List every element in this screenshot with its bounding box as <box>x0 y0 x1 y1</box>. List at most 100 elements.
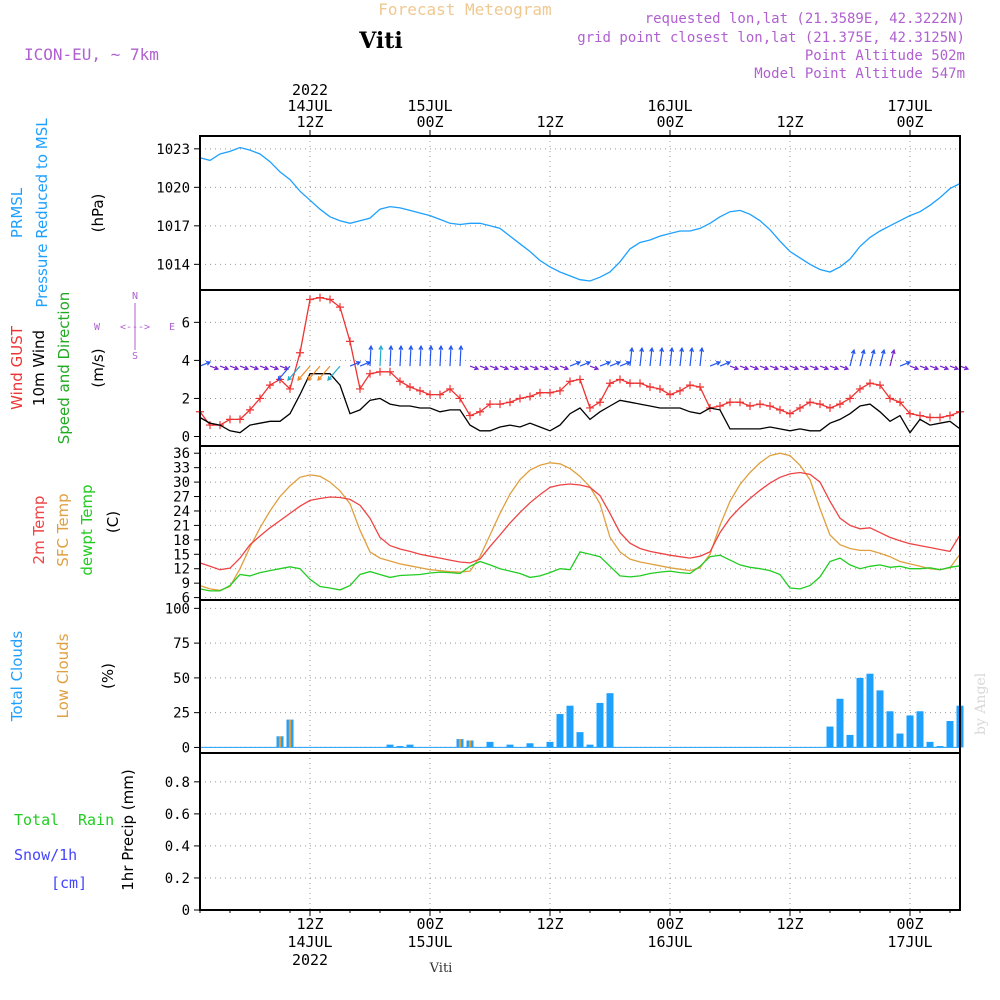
gust-marker <box>556 386 564 395</box>
wind-direction-arrow <box>839 365 850 371</box>
total-clouds-bar <box>396 746 404 748</box>
gust-marker <box>306 295 314 304</box>
data-layer <box>196 146 970 911</box>
requested-coords: requested lon,lat (21.3589E, 42.3222N) <box>645 11 965 27</box>
gust-marker <box>446 384 454 393</box>
pressure-unit: (hPa) <box>89 194 107 233</box>
wind-direction-arrow <box>199 361 212 367</box>
gust-marker <box>566 377 574 386</box>
wind-direction-arrow <box>448 344 454 367</box>
gust-marker <box>526 392 534 401</box>
wind-direction-arrow <box>759 365 770 371</box>
gust-marker <box>516 394 524 403</box>
gust-marker <box>786 409 794 418</box>
t2m-label: 2m Temp <box>30 496 48 565</box>
gust-marker <box>676 386 684 395</box>
wind-direction-arrow <box>939 365 950 371</box>
wind-direction-arrow <box>729 365 740 371</box>
ytick-label-wind: 4 <box>182 353 190 369</box>
gust-marker <box>366 369 374 378</box>
panel-frame-pressure <box>199 135 961 291</box>
total-clouds-bar <box>386 744 394 748</box>
ytick-label-precip: 0.4 <box>165 839 190 855</box>
wind-direction-arrow <box>428 344 434 367</box>
gust-marker <box>926 413 934 422</box>
ytick-label-clouds: 50 <box>173 671 190 687</box>
wind-direction-arrow <box>599 361 612 367</box>
total-clouds-bar <box>926 741 934 748</box>
wind-direction-arrow <box>249 365 260 371</box>
gust-marker <box>826 403 834 412</box>
gust-marker <box>886 394 894 403</box>
ytick-label-temp: 33 <box>173 461 190 477</box>
wind-direction-arrow <box>549 365 560 371</box>
watermark: by Angel <box>973 672 989 735</box>
total-clouds-bar <box>566 705 574 748</box>
gust-marker <box>606 379 614 388</box>
wind-direction-arrow <box>679 346 685 367</box>
total-clouds-bar <box>886 711 894 748</box>
gust-marker <box>346 337 354 346</box>
wind-direction-arrow <box>479 365 490 371</box>
gust-marker <box>476 407 484 416</box>
wind-direction-arrow <box>789 365 800 371</box>
low-clouds-bar <box>458 739 462 748</box>
gust-marker <box>846 394 854 403</box>
ytick-label-pressure: 1014 <box>156 257 190 273</box>
footer-location: Viti <box>429 961 453 976</box>
gust-marker <box>356 384 364 393</box>
top-time-label: 17JUL <box>887 97 932 115</box>
total-clouds-bar <box>506 744 514 748</box>
gust-marker <box>256 394 264 403</box>
model-label: ICON-EU, ~ 7km <box>24 45 159 64</box>
ytick-label-pressure: 1020 <box>156 180 190 196</box>
wind-direction-arrow <box>909 365 920 371</box>
gust-marker <box>496 400 504 409</box>
gust-marker <box>726 398 734 407</box>
gust-marker <box>486 400 494 409</box>
wind-direction-arrow <box>307 365 321 382</box>
pressure-label-msl: Pressure Reduced to MSL <box>33 118 51 308</box>
total-clouds-bar <box>896 733 904 748</box>
wind-direction-arrow <box>649 346 655 367</box>
wind-direction-arrow <box>418 344 424 367</box>
wind-direction-arrow <box>629 346 635 367</box>
ytick-label-clouds: 100 <box>165 601 190 617</box>
wind-direction-arrow <box>219 365 230 371</box>
ytick-label-pressure: 1023 <box>156 142 190 158</box>
wind-direction-arrow <box>609 361 622 367</box>
wind-direction-arrow <box>229 365 240 371</box>
total-clouds-bar <box>826 726 834 748</box>
ytick-label-pressure: 1017 <box>156 219 190 235</box>
gust-marker <box>296 348 304 357</box>
gust-marker <box>386 367 394 376</box>
gust-marker <box>376 367 384 376</box>
total-clouds-bar <box>556 714 564 748</box>
panel-frame-clouds <box>199 599 961 754</box>
top-time-label: 12Z <box>536 113 563 131</box>
bottom-time-label: 16JUL <box>647 933 692 951</box>
gust-marker <box>936 413 944 422</box>
ytick-label-clouds: 75 <box>173 636 190 652</box>
clouds-unit: (%) <box>99 663 117 689</box>
wind-direction-arrow <box>899 361 912 367</box>
total-clouds-bar <box>906 715 914 748</box>
gust-marker <box>916 411 924 420</box>
compass-s: S <box>132 351 138 362</box>
gust-marker <box>316 293 324 302</box>
wind-direction-arrow <box>408 344 414 367</box>
bottom-time-label: 14JUL <box>287 933 332 951</box>
wind-direction-arrow <box>859 348 866 367</box>
wind-direction-arrow <box>809 365 820 371</box>
gust-marker <box>206 421 214 430</box>
gridpoint-coords: grid point closest lon,lat (21.375E, 42.… <box>577 30 965 46</box>
wind-direction-arrow <box>269 365 280 371</box>
ytick-label-wind: 2 <box>182 391 190 407</box>
bottom-time-label: 00Z <box>416 915 443 933</box>
gust-line <box>199 296 961 426</box>
gust-marker <box>226 415 234 424</box>
wind-direction-arrow <box>699 346 705 367</box>
gust-marker <box>686 381 694 390</box>
gust-marker <box>626 379 634 388</box>
